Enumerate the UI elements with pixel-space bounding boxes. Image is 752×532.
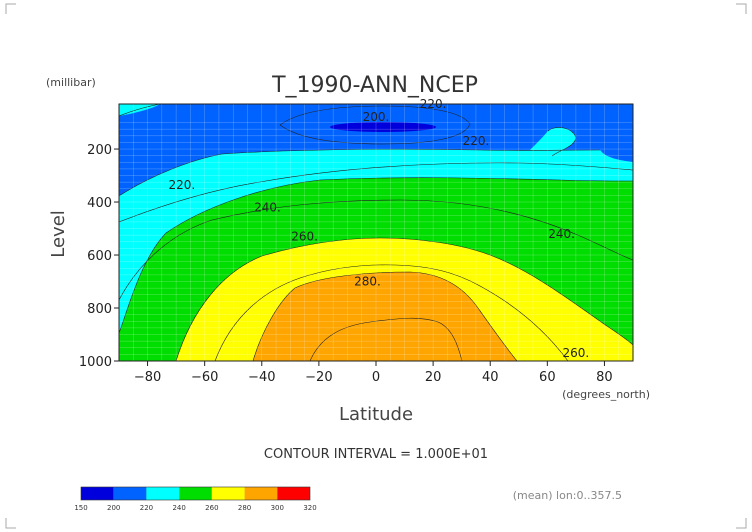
y-units-label: (millibar)	[46, 76, 96, 89]
contour-line	[119, 177, 633, 334]
colorbar-swatch	[113, 487, 147, 500]
y-tick-label: 200	[87, 143, 112, 158]
contour-label: 200.	[363, 110, 390, 124]
x-tick-label: 20	[425, 370, 442, 385]
contour-line	[119, 104, 161, 117]
contour-label: 260.	[291, 229, 318, 243]
contour-label: 220.	[463, 134, 490, 148]
colorbar-swatch	[179, 487, 212, 500]
band-150-200	[330, 122, 436, 132]
x-tick-label: 40	[482, 370, 499, 385]
contour-line	[252, 271, 518, 361]
y-tick-label: 1000	[79, 355, 112, 370]
contour-line	[119, 199, 633, 301]
contour-line	[279, 105, 471, 145]
y-axis-label: Level	[48, 210, 69, 258]
colorbar-swatch	[146, 487, 180, 500]
colorbar-label: 200	[107, 504, 120, 512]
contour-line	[119, 162, 633, 223]
band-220-240-tl	[119, 104, 160, 116]
x-tick-label: 0	[372, 370, 380, 385]
colorbar-label: 260	[205, 504, 218, 512]
contour-line	[547, 127, 577, 157]
colorbar-swatch	[81, 487, 114, 500]
mean-annotation: (mean) lon:0..357.5	[513, 489, 622, 502]
x-tick-label: −20	[305, 370, 332, 385]
colorbar-label: 280	[238, 504, 251, 512]
colorbar-swatch	[211, 487, 245, 500]
contour-label: 240.	[548, 227, 575, 241]
x-units-label: (degrees_north)	[562, 388, 650, 401]
y-tick-label: 800	[87, 302, 112, 317]
colorbar-label: 300	[271, 504, 284, 512]
contour-lines	[119, 104, 633, 361]
colorbar-label: 220	[140, 504, 153, 512]
contour-interval-text: CONTOUR INTERVAL = 1.000E+01	[264, 447, 488, 462]
colorbar-label: 320	[303, 504, 316, 512]
band-280-300	[253, 272, 517, 361]
contour-line	[119, 148, 601, 197]
x-tick-label: 80	[596, 370, 613, 385]
colorbar-frame	[80, 486, 311, 501]
chart-title: T_1990-ANN_NCEP	[271, 73, 478, 98]
colorbar-label: 150	[74, 504, 87, 512]
plot-grid	[118, 104, 634, 362]
corner-marks	[5, 3, 747, 529]
contour-label: 260.	[563, 346, 590, 360]
colorbar: 150 200 220 240 260 280 300 320	[74, 486, 317, 512]
plot-area: 220.200.220.220.240.240.260.280.260.−80−…	[79, 97, 634, 385]
x-tick-label: −40	[248, 370, 275, 385]
y-tick-label: 400	[87, 196, 112, 211]
x-tick-label: −80	[134, 370, 161, 385]
contour-line	[214, 264, 569, 361]
x-tick-label: 60	[539, 370, 556, 385]
y-tick-label: 600	[87, 249, 112, 264]
contour-line	[175, 237, 633, 361]
contour-label: 280.	[354, 275, 381, 289]
x-axis-label: Latitude	[339, 404, 413, 425]
colorbar-label: 240	[172, 504, 185, 512]
contour-line	[309, 317, 463, 361]
x-tick-label: −60	[191, 370, 218, 385]
contour-label: 240.	[254, 200, 281, 214]
colorbar-swatch	[277, 487, 310, 500]
contour-fills	[119, 104, 633, 361]
colorbar-swatch	[244, 487, 278, 500]
contour-label: 220.	[168, 178, 195, 192]
